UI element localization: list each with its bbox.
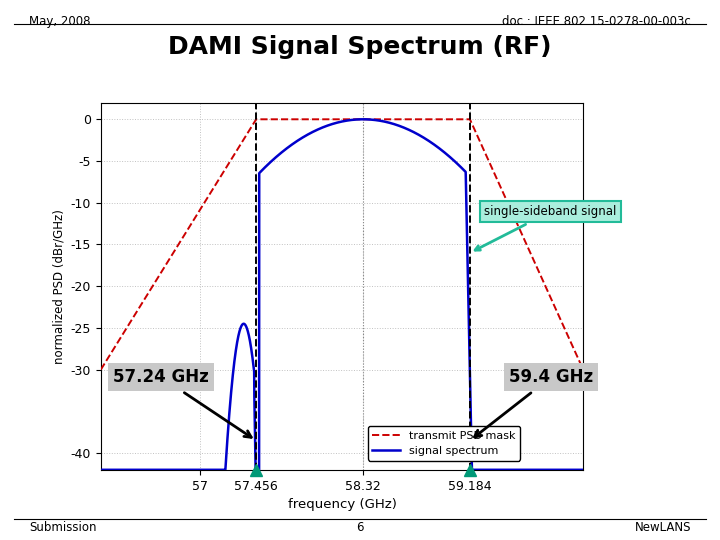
- Text: doc.: IEEE 802.15-0278-00-003c: doc.: IEEE 802.15-0278-00-003c: [503, 15, 691, 28]
- transmit PSD mask: [195, 207, 204, 214]
- Text: May, 2008: May, 2008: [29, 15, 90, 28]
- Line: signal spectrum: signal spectrum: [101, 119, 583, 470]
- transmit PSD mask: [531, 261, 540, 267]
- Text: NewLANS: NewLANS: [635, 521, 691, 534]
- Text: 57.24 GHz: 57.24 GHz: [113, 368, 251, 437]
- Y-axis label: normalized PSD (dBr/GHz): normalized PSD (dBr/GHz): [52, 209, 65, 363]
- signal spectrum: [271, 154, 280, 161]
- signal spectrum: [121, 467, 130, 473]
- Text: DAMI Signal Spectrum (RF): DAMI Signal Spectrum (RF): [168, 35, 552, 59]
- transmit PSD mask: [508, 208, 516, 214]
- signal spectrum: [359, 116, 367, 123]
- transmit PSD mask: [469, 123, 477, 129]
- Text: 59.4 GHz: 59.4 GHz: [474, 368, 593, 437]
- signal spectrum: [403, 126, 412, 132]
- transmit PSD mask: [482, 151, 490, 158]
- transmit PSD mask: [252, 116, 261, 123]
- signal spectrum: [579, 467, 588, 473]
- X-axis label: frequency (GHz): frequency (GHz): [287, 498, 397, 511]
- transmit PSD mask: [579, 367, 588, 373]
- signal spectrum: [96, 467, 105, 473]
- Line: transmit PSD mask: transmit PSD mask: [101, 119, 583, 370]
- Text: single-sideband signal: single-sideband signal: [475, 205, 616, 250]
- Legend: transmit PSD mask, signal spectrum: transmit PSD mask, signal spectrum: [368, 426, 520, 461]
- transmit PSD mask: [557, 319, 566, 325]
- transmit PSD mask: [96, 367, 105, 373]
- Text: 6: 6: [356, 521, 364, 534]
- signal spectrum: [382, 119, 391, 125]
- Text: Submission: Submission: [29, 521, 96, 534]
- signal spectrum: [480, 467, 489, 473]
- signal spectrum: [454, 161, 463, 168]
